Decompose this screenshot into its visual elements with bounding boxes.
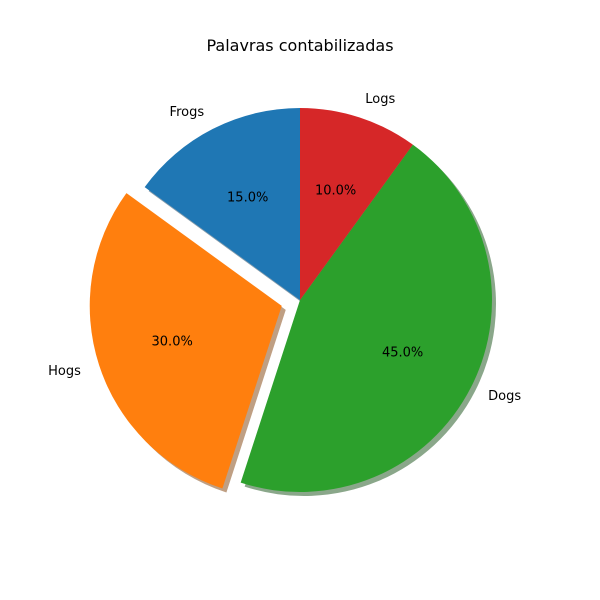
slice-label-logs: Logs bbox=[365, 92, 395, 107]
slice-label-dogs: Dogs bbox=[488, 389, 521, 404]
slice-label-hogs: Hogs bbox=[48, 364, 81, 379]
slice-labels: Frogs 15.0% Hogs 30.0% Dogs 45.0% Logs 10.0% bbox=[48, 92, 521, 404]
slice-percent-hogs: 30.0% bbox=[152, 335, 193, 350]
slice-dogs bbox=[240, 144, 492, 492]
slice-percent-dogs: 45.0% bbox=[382, 345, 423, 360]
slice-frogs bbox=[144, 108, 300, 300]
pie-slices bbox=[89, 108, 492, 492]
slice-hogs bbox=[89, 193, 282, 489]
slice-label-frogs: Frogs bbox=[170, 105, 205, 120]
slice-logs bbox=[300, 108, 413, 300]
chart-title: Palavras contabilizadas bbox=[206, 36, 393, 55]
slice-percent-frogs: 15.0% bbox=[227, 190, 268, 205]
slice-percent-logs: 10.0% bbox=[315, 183, 356, 198]
